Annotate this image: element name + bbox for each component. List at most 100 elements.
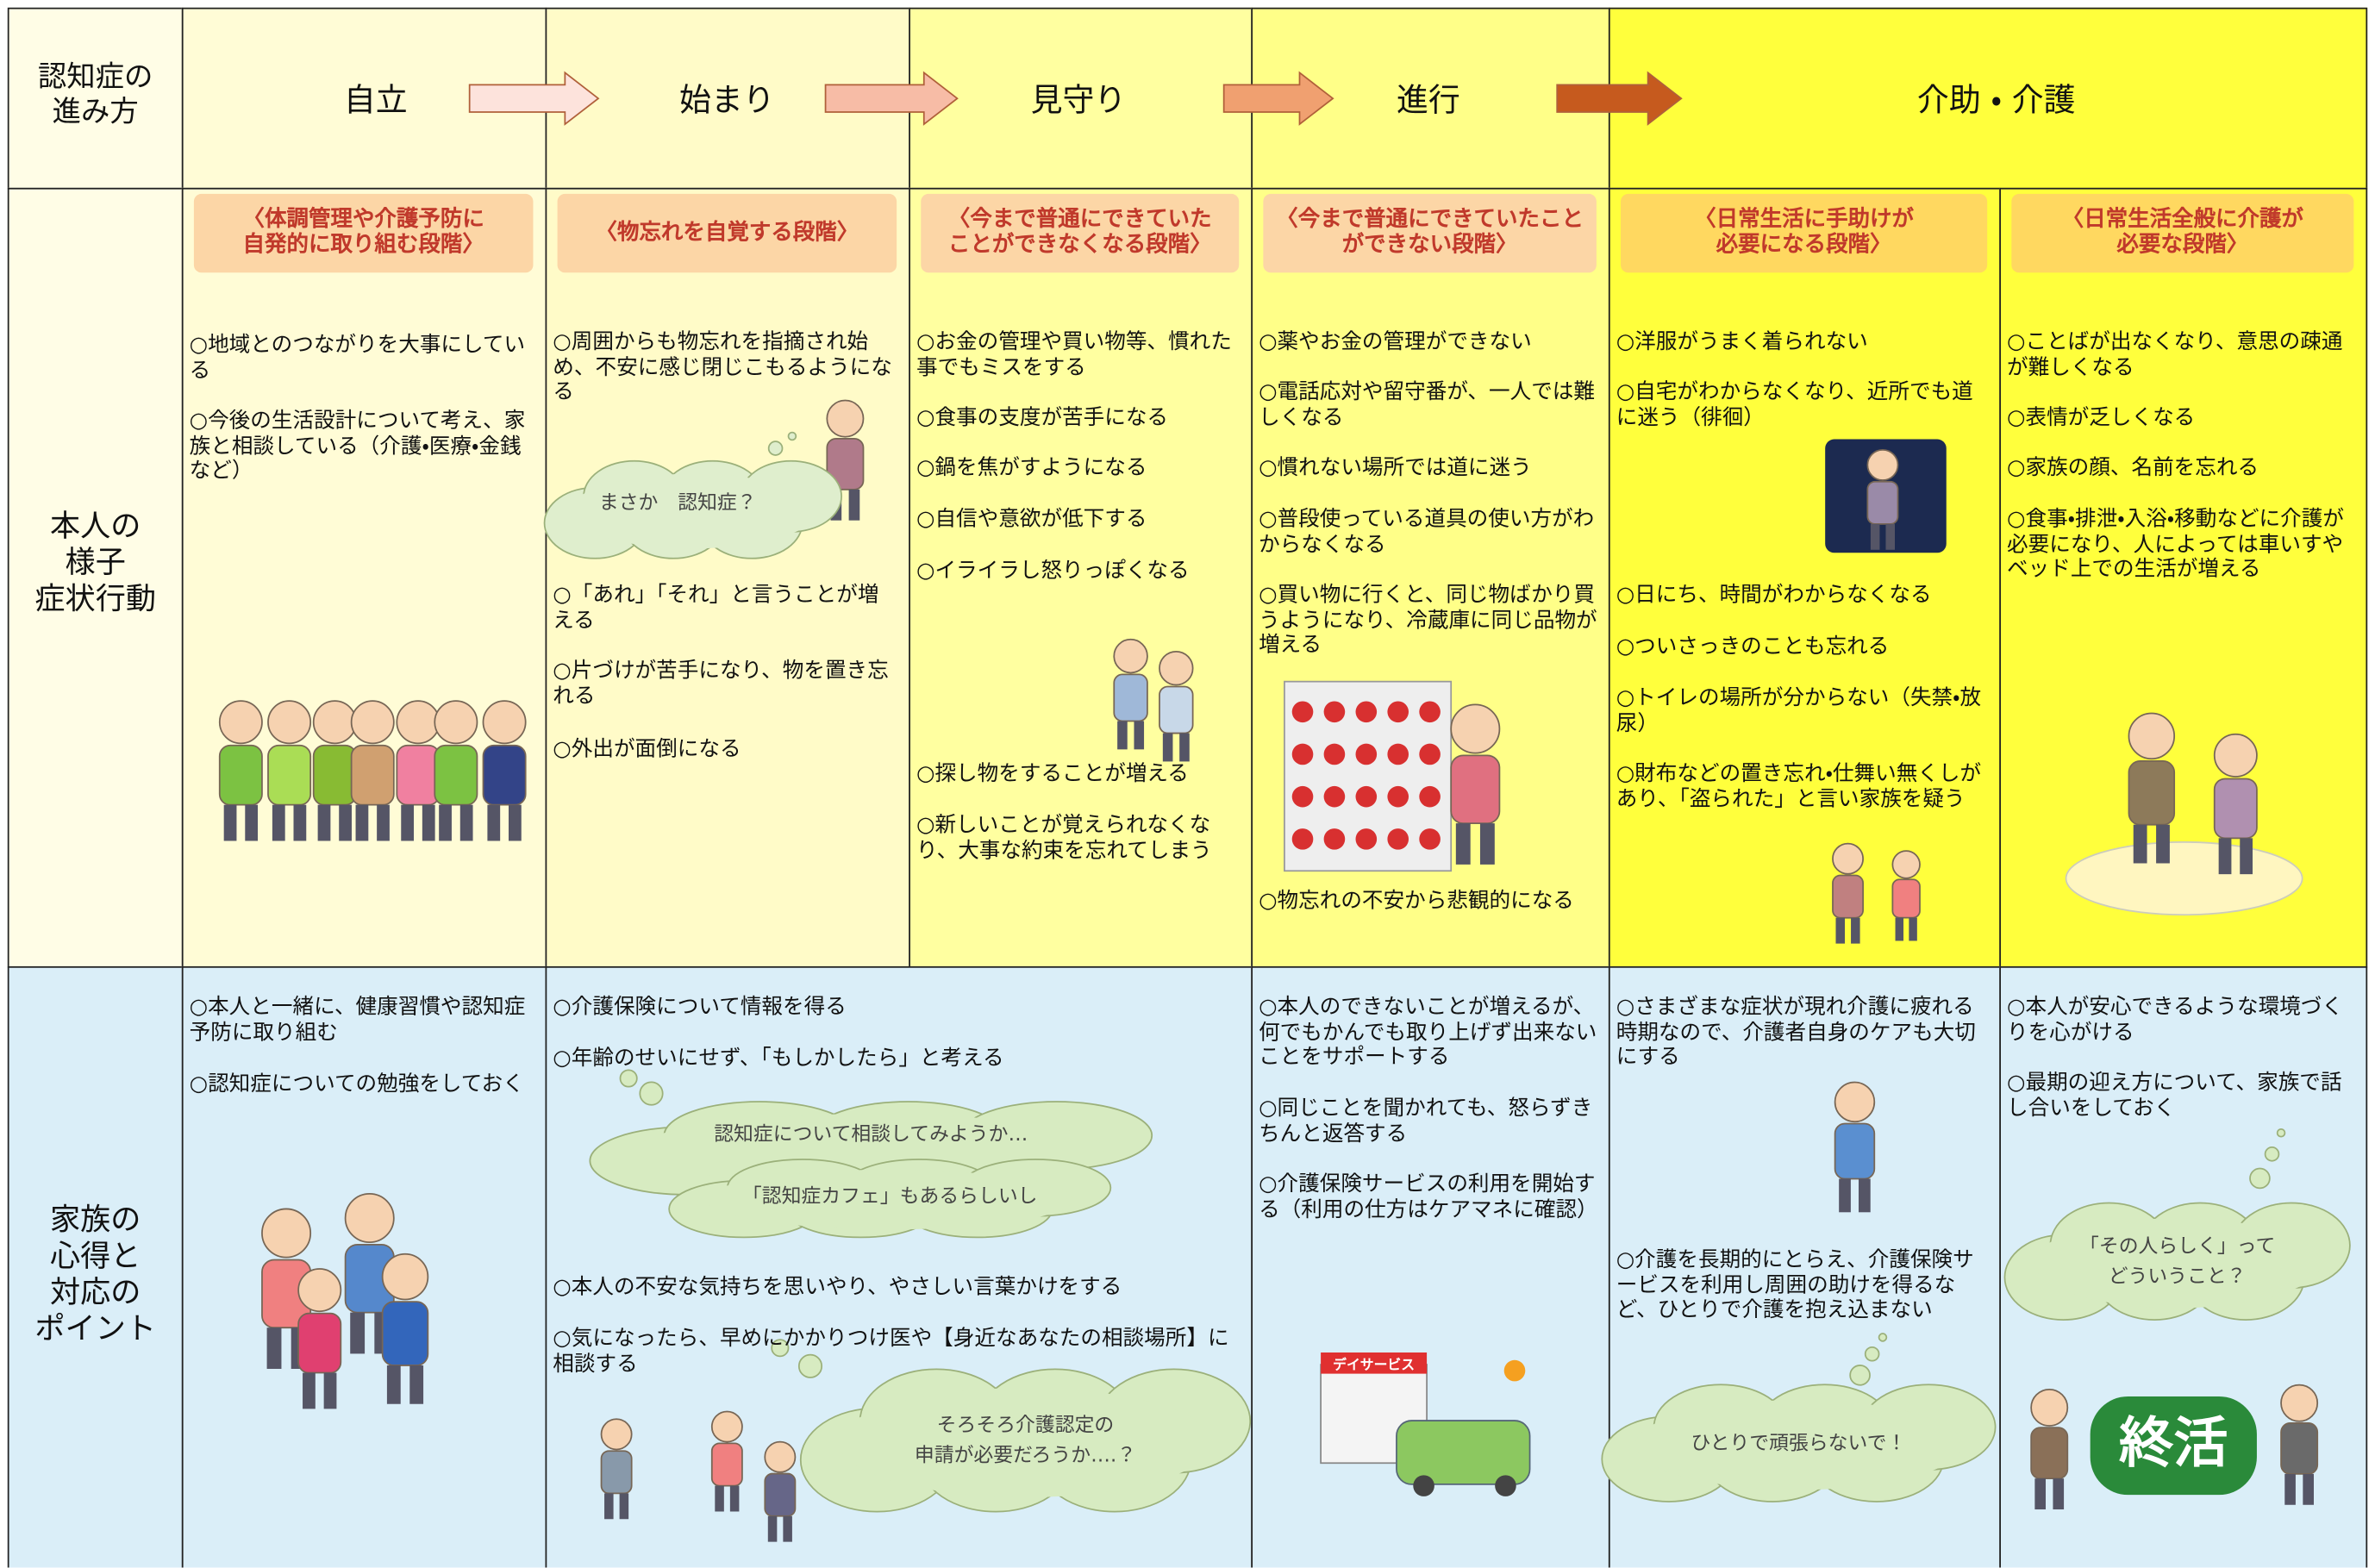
symptom-item: ○日にち、時間がわからなくなる <box>1616 583 1932 608</box>
illustration-figure <box>297 1268 342 1409</box>
symptom-item: ○新しいことが覚えられなくなり、大事な約束を忘れてしまう <box>916 813 1212 863</box>
illustration-figure <box>396 700 441 841</box>
illustration-shukatsu <box>2090 1396 2257 1496</box>
illustration-figure <box>1866 448 1899 550</box>
cloud-dot <box>619 1069 638 1088</box>
row-label-line: 様子 <box>65 543 126 580</box>
symptom-cell <box>1999 187 2368 968</box>
cloud-dot <box>639 1081 664 1106</box>
symptom-item: ○食事・排泄・入浴・移動などに介護が必要になり、人によっては車いすやベッド上での… <box>2007 507 2344 582</box>
row-label-line: 本人の <box>49 507 141 544</box>
stage-banner-line: 〈今まで普通にできていた <box>947 207 1212 232</box>
illustration-figure <box>1834 1081 1876 1213</box>
thought-cloud <box>2003 1202 2351 1321</box>
cloud-dot <box>771 1339 790 1358</box>
corner-cell <box>7 7 184 190</box>
stage-banner: 〈日常生活に手助けが 必要になる段階〉 <box>1620 193 1988 273</box>
bubble-text-line: そろそろ介護認定の <box>936 1415 1115 1438</box>
symptom-item: ○地域とのつながりを大事にしている <box>189 333 526 383</box>
symptom-item: ○自信や意欲が低下する <box>916 507 1147 532</box>
illustration-figure <box>2128 712 2176 864</box>
thought-cloud <box>543 459 842 559</box>
bubble-text: まさか 認知症？ <box>598 492 757 515</box>
illustration-figure <box>350 700 395 841</box>
symptom-item: ○周囲からも物忘れを指摘され始め、不安に感じ閉じこもるようになる <box>553 330 892 405</box>
cloud-dot <box>1864 1346 1880 1362</box>
symptom-cell <box>909 187 1253 968</box>
row-label-cell <box>7 965 184 1568</box>
stage-label: 進行 <box>1396 81 1460 119</box>
symptom-item: ○片づけが苦手になり、物を置き忘れる <box>553 659 889 709</box>
stage-banner-line: ができない段階〉 <box>1341 233 1518 258</box>
illustration-figure <box>1832 842 1864 944</box>
illustration-figure <box>826 399 865 521</box>
cloud-dot <box>1878 1333 1888 1342</box>
stage-banner-line: 〈今まで普通にできていたこと <box>1276 207 1584 232</box>
stage-banner-line: 自発的に取り組む段階〉 <box>242 233 484 258</box>
family-item: ○気になったら、早めにかかりつけ医や【身近なあなたの相談場所】に相談する <box>553 1327 1229 1377</box>
thought-cloud <box>668 1159 1112 1239</box>
symptom-item: ○食事の支度が苦手になる <box>916 405 1169 430</box>
cloud-dot <box>797 1353 823 1378</box>
row-label-line: ポイント <box>34 1309 156 1346</box>
cloud-dot <box>2249 1167 2271 1190</box>
illustration-figure <box>267 700 312 841</box>
stage-banner-line: 〈日常生活に手助けが <box>1694 207 1914 232</box>
illustration-figure <box>1113 638 1148 750</box>
sign-text: 終活 <box>2119 1413 2228 1476</box>
row-label-line: 心得と <box>49 1237 141 1274</box>
family-item: ○さまざまな症状が現れ介護に疲れる時期なので、介護者自身のケアも大切にする <box>1616 995 1976 1070</box>
illustration-figure <box>2213 733 2258 875</box>
family-item: ○年齢のせいにせず、「もしかしたら」と考える <box>553 1046 1004 1071</box>
bubble-text-line: ひとりで頑張らないで！ <box>1691 1433 1907 1456</box>
symptom-item: ○お金の管理や買い物等、慣れた事でもミスをする <box>916 330 1232 380</box>
bubble-text-line: 申請が必要だろうか….？ <box>914 1445 1137 1468</box>
stage-label: 見守り <box>1030 81 1127 119</box>
stage-banner: 〈日常生活全般に介護が 必要な段階〉 <box>2011 193 2354 273</box>
stage-banner-line: 必要になる段階〉 <box>1716 233 1892 258</box>
stage-arrow <box>1556 71 1683 126</box>
symptom-item: ○家族の顔、名前を忘れる <box>2007 455 2259 480</box>
stage-arrow <box>468 71 600 126</box>
family-item: ○介護保険サービスの利用を開始する（利用の仕方はケアマネに確認） <box>1259 1171 1598 1222</box>
stage-cell <box>1608 7 2368 190</box>
row-label: 家族の 心得と 対応の ポイント <box>8 1201 184 1346</box>
symptom-cell <box>181 187 547 968</box>
stage-banner: 〈今まで普通にできていたこと ができない段階〉 <box>1263 193 1597 273</box>
corner-label-line: 認知症の <box>37 60 153 94</box>
symptom-item: ○薬やお金の管理ができない <box>1259 330 1532 355</box>
stage-banner: 〈今まで普通にできていた ことができなくなる段階〉 <box>921 193 1240 273</box>
family-item: ○介護を長期的にとらえ、介護保険サービスを利用し周囲の助けを得るなど、ひとりで介… <box>1616 1247 1974 1322</box>
symptom-item: ○洋服がうまく着られない <box>1616 330 1868 355</box>
illustration-figure <box>1159 650 1194 762</box>
stage-banner: 〈体調管理や介護予防に 自発的に取り組む段階〉 <box>193 193 534 273</box>
illustration-figure <box>218 700 263 841</box>
illustration-figure <box>1891 850 1921 941</box>
symptom-item: ○買い物に行くと、同じ物ばかり買うようになり、冷蔵庫に同じ品物が増える <box>1259 583 1597 658</box>
stage-banner-line: ことができなくなる段階〉 <box>947 233 1212 258</box>
bubble-text-line: 「認知症カフェ」もあるらしいし <box>741 1185 1038 1209</box>
illustration-figure <box>434 700 478 841</box>
cloud-dot <box>2276 1128 2286 1138</box>
illustration-day-service <box>1320 1352 1531 1496</box>
illustration-fridge <box>1284 680 1453 872</box>
stage-label: 介助 ・ 介護 <box>1916 81 2076 119</box>
symptom-item: ○ことばが出なくなり、意思の疎通が難しくなる <box>2007 330 2343 380</box>
corner-label-line: 進み方 <box>52 95 139 129</box>
symptom-item: ○探し物をすることが増える <box>916 761 1189 786</box>
family-item: ○本人の不安な気持ちを思いやり、やさしい言葉かけをする <box>553 1275 1122 1300</box>
stage-label: 始まり <box>679 81 775 119</box>
family-item: ○本人と一緒に、健康習慣や認知症予防に取り組む <box>189 995 526 1045</box>
stage-banner-line: 〈体調管理や介護予防に <box>242 207 484 232</box>
bubble-text: 認知症について相談してみようか… <box>606 1121 1136 1151</box>
symptom-item: ○外出が面倒になる <box>553 737 741 762</box>
symptom-item: ○自宅がわからなくなり、近所でも道に迷う（徘徊） <box>1616 380 1973 430</box>
symptom-item: ○トイレの場所が分からない（失禁・放尿） <box>1616 685 1982 736</box>
bubble-text-line: 「その人らしく」って <box>2079 1235 2276 1259</box>
bubble-text: ひとりで頑張らないで！ <box>1613 1430 1984 1460</box>
family-item: ○本人のできないことが増えるが、何でもかんでも取り上げず出来ないことをサポートす… <box>1259 995 1597 1070</box>
family-item: ○最期の迎え方について、家族で話し合いをしておく <box>2007 1071 2342 1121</box>
row-label: 本人の 様子 症状行動 <box>8 508 184 617</box>
stage-cell <box>909 7 1253 190</box>
